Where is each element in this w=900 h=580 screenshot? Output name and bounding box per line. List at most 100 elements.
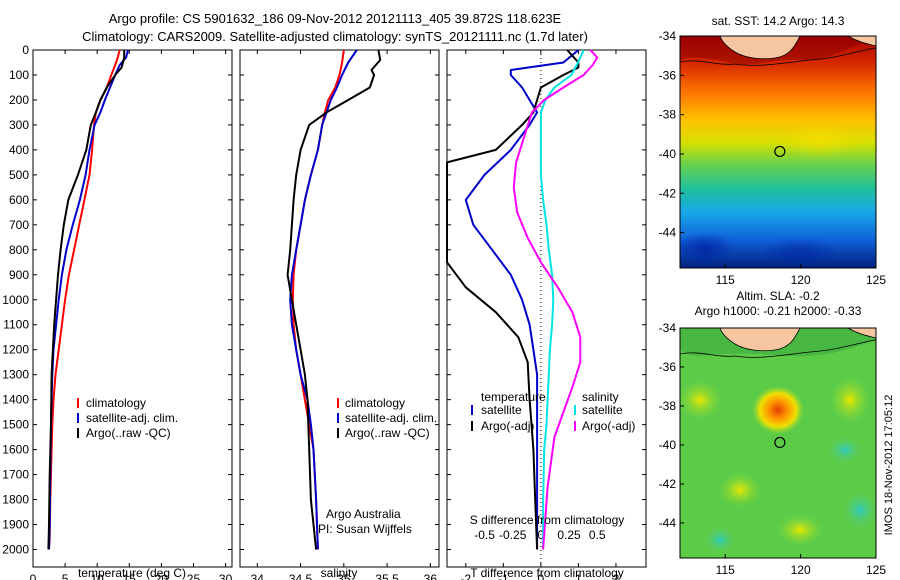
sst-map-frame	[679, 35, 877, 269]
legend-label-s-argo: Argo(-adj)	[582, 419, 635, 433]
lat-tick-label: -44	[659, 516, 677, 530]
depth-tick-label: 1300	[2, 368, 29, 382]
salinity-axes-frame	[239, 49, 440, 568]
lat-tick-label: -34	[659, 321, 677, 335]
lon-tick-label: 120	[791, 563, 811, 577]
depth-tick-label: 2000	[2, 543, 29, 557]
depth-tick-label: 1100	[3, 318, 29, 332]
s-tick-label: 0	[538, 528, 545, 542]
salinity-legend: climatology satellite-adj. clim. Argo(..…	[337, 396, 437, 440]
sst-cold-patch-2	[760, 238, 840, 266]
sla-warm-2	[830, 376, 870, 424]
legend-label-satellite: satellite-adj. clim.	[345, 411, 437, 425]
lon-tick-label: 115	[716, 273, 735, 287]
sla-cool-2	[842, 490, 876, 530]
series-line-temperature_satellite	[464, 49, 580, 550]
sla-map: Altim. SLA: -0.2 Argo h1000: -0.21 h2000…	[659, 289, 887, 577]
depth-tick-label: 900	[9, 268, 29, 282]
depth-tick-label: 300	[9, 118, 29, 132]
sla-warm-1	[680, 380, 722, 420]
legend-label-satellite: satellite-adj. clim.	[86, 411, 178, 425]
series-line-climatology	[291, 49, 345, 550]
legend-label-climatology: climatology	[86, 396, 146, 410]
sst-map-title: sat. SST: 14.2 Argo: 14.3	[712, 14, 845, 28]
temperature-xlabel: temperature (deg C)	[78, 566, 186, 580]
x-tick-label: 35	[337, 572, 351, 580]
annotation-argo-australia: Argo Australia	[326, 507, 401, 521]
x-tick-label: 20	[155, 572, 169, 580]
lat-tick-label: -42	[659, 477, 677, 491]
x-tick-label: -2	[460, 572, 471, 580]
legend-label-argo: Argo(..raw -QC)	[345, 426, 430, 440]
series-line-salinity_satellite	[539, 49, 585, 550]
figure-title-line1: Argo profile: CS 5901632_186 09-Nov-2012…	[109, 11, 562, 26]
sla-argo-location-marker	[774, 436, 786, 449]
annotation-pi-name: PI: Susan Wijffels	[318, 522, 412, 536]
x-tick-label: 10	[91, 572, 105, 580]
lat-tick-label: -42	[659, 186, 677, 200]
depth-tick-label: 1000	[2, 293, 29, 307]
depth-tick-labels: 0 100 200 300 400 500 600 700 800 900 1000 1100 1200…	[2, 43, 232, 557]
depth-tick-label: 700	[9, 218, 29, 232]
depth-tick-label: 1600	[2, 443, 29, 457]
s-tick-label: 0.5	[589, 528, 606, 542]
t-difference-tick-labels: -2 -1 0 1 2	[460, 50, 620, 580]
lat-tick-label: -38	[659, 108, 677, 122]
lat-tick-label: -40	[659, 147, 677, 161]
x-tick-label: 34	[251, 572, 265, 580]
s-tick-label: -0.25	[499, 528, 527, 542]
salinity-profiles	[286, 49, 382, 550]
depth-tick-label: 1400	[2, 393, 29, 407]
depth-tick-label: 200	[9, 93, 29, 107]
sla-warm-4	[776, 514, 824, 546]
difference-depth-ticks	[447, 49, 646, 551]
series-line-satellite	[48, 49, 129, 550]
sla-map-title-line2: Argo h1000: -0.21 h2000: -0.33	[695, 304, 862, 318]
sst-isobath	[680, 47, 876, 66]
depth-tick-label: 1900	[2, 518, 29, 532]
imos-timestamp: IMOS 18-Nov-2012 17:05:12	[883, 395, 895, 536]
depth-tick-label: 1800	[2, 493, 29, 507]
sla-eddy-high	[752, 386, 804, 434]
t-difference-xlabel: T difference from climatology	[470, 566, 624, 580]
lat-tick-label: -36	[659, 68, 677, 82]
sst-map: sat. SST: 14.2 Argo: 14.3 115 120 125 -34 -3…	[659, 14, 887, 287]
x-tick-label: 34.5	[289, 572, 313, 580]
temperature-panel: 0100200300400500600700800900100011001200…	[2, 43, 232, 580]
temperature-profiles	[47, 49, 129, 550]
legend-label-argo: Argo(..raw -QC)	[86, 426, 171, 440]
temperature-tick-labels: 0 5 10 15 20 25 30	[30, 50, 233, 580]
legend-title-salinity: salinity	[582, 390, 619, 404]
lat-tick-label: -44	[659, 226, 677, 240]
sst-argo-location-marker	[774, 145, 786, 158]
legend-label-t-satellite: satellite	[481, 403, 522, 417]
lat-tick-label: -40	[659, 438, 677, 452]
s-difference-tick-labels: -0.5 -0.25 0 0.25 0.5	[474, 528, 606, 542]
lon-tick-label: 125	[866, 563, 886, 577]
sla-cool-1	[704, 526, 736, 554]
figure-title-line2: Climatology: CARS2009. Satellite-adjuste…	[82, 29, 588, 44]
lon-tick-label: 115	[716, 563, 735, 577]
legend-title-temperature: temperature	[481, 390, 546, 404]
sst-map-ticks: 115 120 125 -34 -36 -38 -40 -42 -44	[659, 29, 887, 287]
temperature-axes-frame	[32, 49, 233, 568]
sst-cold-patch	[680, 232, 735, 264]
lat-tick-label: -38	[659, 399, 677, 413]
sst-field	[680, 36, 876, 268]
s-tick-label: 0.25	[557, 528, 581, 542]
temperature-legend: climatology satellite-adj. clim. Argo(..…	[77, 396, 178, 440]
lon-tick-label: 120	[791, 273, 811, 287]
series-line-satellite	[289, 49, 358, 550]
x-tick-label: 5	[62, 572, 69, 580]
depth-tick-label: 1200	[2, 343, 29, 357]
lat-tick-label: -36	[659, 360, 677, 374]
x-tick-label: -1	[498, 572, 509, 580]
sla-land-east	[847, 328, 876, 339]
depth-tick-label: 800	[9, 243, 29, 257]
sla-warm-3	[718, 472, 762, 508]
sla-map-ticks: 115 120 125 -34 -36 -38 -40 -42 -44	[659, 321, 887, 577]
depth-tick-label: 100	[9, 68, 29, 82]
sst-land	[719, 36, 801, 60]
x-tick-label: 25	[187, 572, 201, 580]
